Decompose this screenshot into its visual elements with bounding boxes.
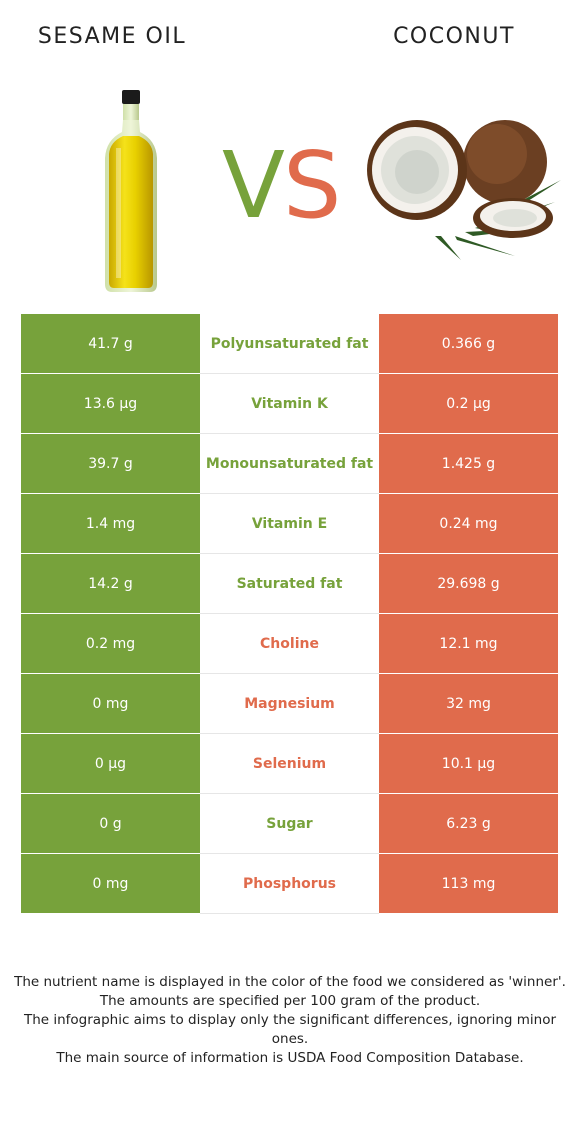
- nutrient-name: Sugar: [200, 794, 379, 854]
- sesame-oil-value: 0 mg: [21, 674, 200, 734]
- right-food-title: COCONUT: [393, 24, 515, 49]
- coconut-value: 113 mg: [379, 854, 558, 914]
- table-row: 13.6 µg Vitamin K 0.2 µg: [21, 374, 558, 434]
- nutrient-name: Monounsaturated fat: [200, 434, 379, 494]
- footer-notes: The nutrient name is displayed in the co…: [14, 973, 566, 1068]
- vs-letter-s: S: [282, 132, 341, 239]
- coconut-value: 29.698 g: [379, 554, 558, 614]
- footer-note-aim: The infographic aims to display only the…: [23, 1012, 557, 1047]
- coconut-value: 6.23 g: [379, 794, 558, 854]
- sesame-oil-bottle-image: [105, 90, 157, 292]
- coconut-value: 0.24 mg: [379, 494, 558, 554]
- footer-note-winner: The nutrient name is displayed in the co…: [14, 974, 566, 990]
- sesame-oil-value: 14.2 g: [21, 554, 200, 614]
- table-row: 0 µg Selenium 10.1 µg: [21, 734, 558, 794]
- table-row: 1.4 mg Vitamin E 0.24 mg: [21, 494, 558, 554]
- sesame-oil-value: 0 g: [21, 794, 200, 854]
- versus-label: VS: [222, 140, 341, 232]
- table-row: 41.7 g Polyunsaturated fat 0.366 g: [21, 314, 558, 374]
- coconut-image: [367, 120, 561, 260]
- table-row: 0 g Sugar 6.23 g: [21, 794, 558, 854]
- sesame-oil-value: 41.7 g: [21, 314, 200, 374]
- coconut-value: 12.1 mg: [379, 614, 558, 674]
- coconut-value: 0.2 µg: [379, 374, 558, 434]
- nutrient-name: Choline: [200, 614, 379, 674]
- nutrient-comparison-table: 41.7 g Polyunsaturated fat 0.366 g 13.6 µg V…: [21, 314, 558, 914]
- coconut-value: 0.366 g: [379, 314, 558, 374]
- nutrient-name: Vitamin E: [200, 494, 379, 554]
- nutrient-name: Phosphorus: [200, 854, 379, 914]
- left-food-title: SESAME OIL: [37, 24, 187, 49]
- sesame-oil-value: 0.2 mg: [21, 614, 200, 674]
- sesame-oil-value: 0 µg: [21, 734, 200, 794]
- nutrient-name: Selenium: [200, 734, 379, 794]
- table-row: 0 mg Magnesium 32 mg: [21, 674, 558, 734]
- table-row: 39.7 g Monounsaturated fat 1.425 g: [21, 434, 558, 494]
- sesame-oil-value: 0 mg: [21, 854, 200, 914]
- nutrient-name: Polyunsaturated fat: [200, 314, 379, 374]
- vs-letter-v: V: [222, 132, 285, 239]
- sesame-oil-value: 1.4 mg: [21, 494, 200, 554]
- nutrient-name: Saturated fat: [200, 554, 379, 614]
- footer-note-amounts: The amounts are specified per 100 gram o…: [99, 993, 481, 1009]
- table-row: 0 mg Phosphorus 113 mg: [21, 854, 558, 914]
- table-row: 14.2 g Saturated fat 29.698 g: [21, 554, 558, 614]
- table-row: 0.2 mg Choline 12.1 mg: [21, 614, 558, 674]
- sesame-oil-value: 13.6 µg: [21, 374, 200, 434]
- coconut-value: 1.425 g: [379, 434, 558, 494]
- nutrient-name: Vitamin K: [200, 374, 379, 434]
- sesame-oil-value: 39.7 g: [21, 434, 200, 494]
- coconut-value: 32 mg: [379, 674, 558, 734]
- nutrient-name: Magnesium: [200, 674, 379, 734]
- footer-note-source: The main source of information is USDA F…: [56, 1050, 524, 1066]
- coconut-value: 10.1 µg: [379, 734, 558, 794]
